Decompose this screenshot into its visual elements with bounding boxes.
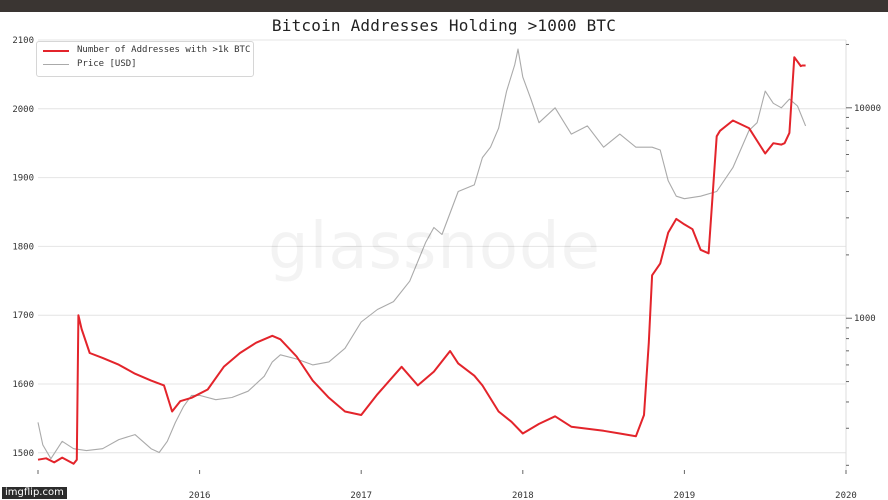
legend-item-addresses: Number of Addresses with >1k BTC xyxy=(43,45,251,57)
y-tick-label-1500: 1500 xyxy=(12,449,34,459)
series-line-price xyxy=(37,48,807,460)
legend-swatch-price xyxy=(43,64,69,65)
x-tick-label-2017: 2017 xyxy=(350,491,372,500)
window-top-bar xyxy=(0,0,888,12)
imgflip-badge: imgflip.com xyxy=(2,487,67,499)
y-tick-label-1800: 1800 xyxy=(12,242,34,252)
right-tick-label-10000: 10000 xyxy=(854,104,881,114)
x-tick-label-2020: 2020 xyxy=(835,491,857,500)
watermark: glassnode xyxy=(268,210,601,284)
series-layer xyxy=(37,48,807,465)
legend: Number of Addresses with >1k BTC Price [… xyxy=(36,41,254,77)
y-tick-label-2000: 2000 xyxy=(12,105,34,115)
legend-item-price: Price [USD] xyxy=(43,59,248,71)
y-tick-label-1900: 1900 xyxy=(12,174,34,184)
axis-layer: 1500160017001800190020002100201520162017… xyxy=(12,36,881,500)
legend-label-addresses: Number of Addresses with >1k BTC xyxy=(77,45,251,55)
series-line-addresses xyxy=(37,56,806,465)
x-tick-label-2016: 2016 xyxy=(189,491,211,500)
chart-title: Bitcoin Addresses Holding >1000 BTC xyxy=(271,16,617,35)
legend-label-price: Price [USD] xyxy=(77,59,137,69)
x-tick-label-2018: 2018 xyxy=(512,491,534,500)
right-tick-label-1000: 1000 xyxy=(854,314,876,324)
y-tick-label-1600: 1600 xyxy=(12,380,34,390)
y-tick-label-2100: 2100 xyxy=(12,36,34,46)
x-tick-label-2019: 2019 xyxy=(674,491,696,500)
legend-swatch-addresses xyxy=(43,50,69,52)
grid-layer xyxy=(38,39,846,454)
y-tick-label-1700: 1700 xyxy=(12,311,34,321)
